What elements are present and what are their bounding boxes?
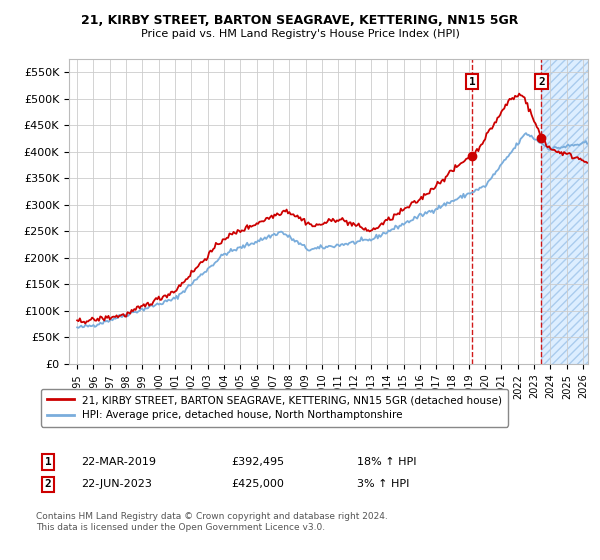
Legend: 21, KIRBY STREET, BARTON SEAGRAVE, KETTERING, NN15 5GR (detached house), HPI: Av: 21, KIRBY STREET, BARTON SEAGRAVE, KETTE…: [41, 389, 508, 427]
Text: 21, KIRBY STREET, BARTON SEAGRAVE, KETTERING, NN15 5GR: 21, KIRBY STREET, BARTON SEAGRAVE, KETTE…: [82, 14, 518, 27]
Text: 22-JUN-2023: 22-JUN-2023: [81, 479, 152, 489]
Text: 1: 1: [44, 457, 52, 467]
Bar: [541, 59, 588, 364]
Text: 2: 2: [538, 77, 545, 87]
Bar: [541, 59, 588, 364]
Text: 18% ↑ HPI: 18% ↑ HPI: [357, 457, 416, 467]
Text: £425,000: £425,000: [231, 479, 284, 489]
Text: Price paid vs. HM Land Registry's House Price Index (HPI): Price paid vs. HM Land Registry's House …: [140, 29, 460, 39]
Text: Contains HM Land Registry data © Crown copyright and database right 2024.
This d: Contains HM Land Registry data © Crown c…: [36, 512, 388, 532]
Text: 22-MAR-2019: 22-MAR-2019: [81, 457, 156, 467]
Text: £392,495: £392,495: [231, 457, 284, 467]
Text: 1: 1: [469, 77, 475, 87]
Text: 2: 2: [44, 479, 52, 489]
Text: 3% ↑ HPI: 3% ↑ HPI: [357, 479, 409, 489]
